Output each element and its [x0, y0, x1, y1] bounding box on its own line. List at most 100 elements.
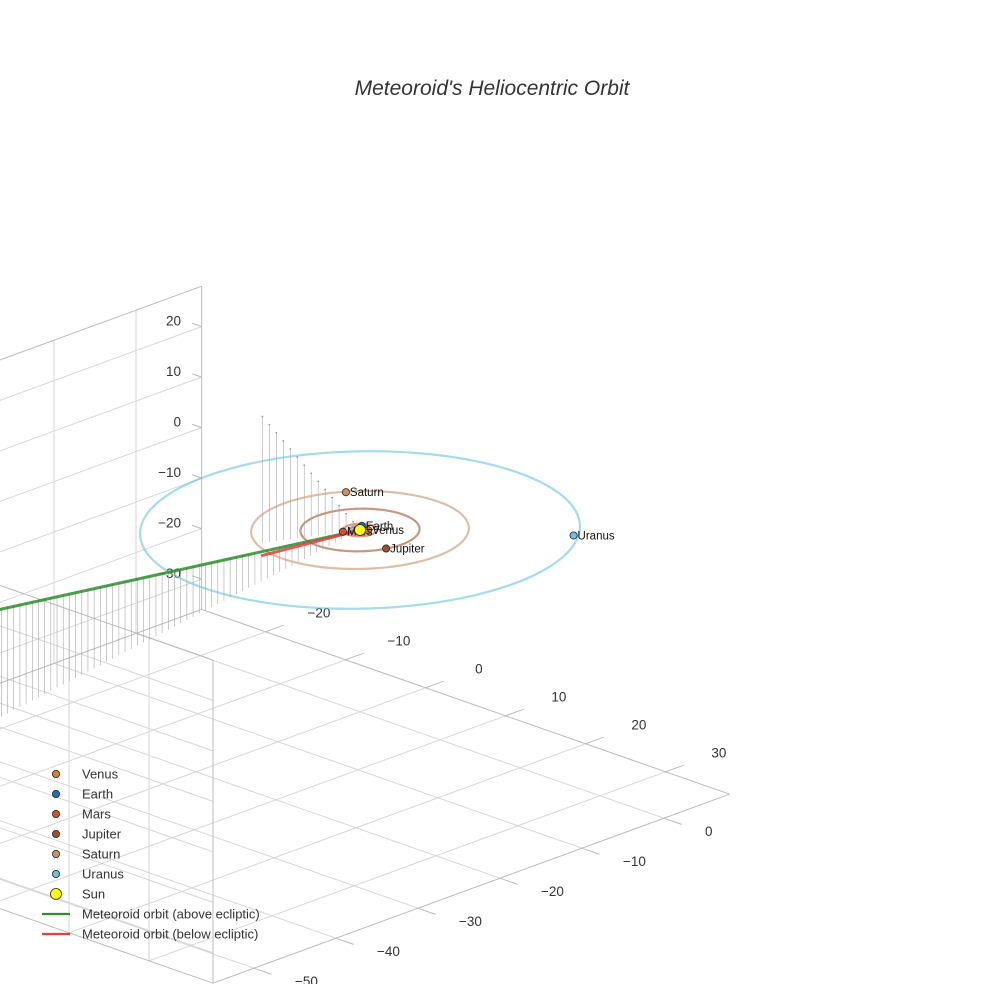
planet-marker-mars[interactable] — [338, 527, 347, 536]
wall-gridline-z — [0, 528, 202, 603]
floor-gridline-x — [0, 659, 346, 787]
planet-label-venus: Venus — [372, 525, 404, 537]
planet-label-jupiter: Jupiter — [390, 544, 425, 556]
floor-gridline-y — [0, 761, 419, 909]
plot-scene[interactable]: −20−100102030−50−40−30−20−100−30−20−1001… — [0, 285, 730, 984]
drop-line-tip — [296, 456, 299, 458]
planet-marker-jupiter[interactable] — [382, 544, 391, 553]
floor-gridline-x — [0, 715, 506, 902]
y-tick-label: −50 — [295, 974, 318, 984]
z-tick-label: −10 — [158, 465, 181, 480]
legend-item[interactable]: Uranus — [52, 867, 124, 882]
z-tick-label: 0 — [173, 414, 181, 429]
x-tick-mark — [585, 736, 604, 745]
floor-gridline-x — [148, 771, 666, 962]
axis-box-edge — [201, 608, 730, 795]
legend-item[interactable]: Earth — [52, 787, 113, 802]
legend-item[interactable]: Venus — [52, 767, 119, 782]
planet-marker-saturn[interactable] — [341, 488, 350, 497]
y-tick-mark — [581, 847, 600, 855]
y-tick-mark — [663, 817, 682, 825]
legend-item[interactable]: Meteoroid orbit (above ecliptic) — [42, 907, 260, 922]
drop-line-tip — [268, 423, 271, 426]
legend-marker-swatch — [52, 810, 61, 819]
legend-label: Mars — [82, 807, 111, 822]
legend-item[interactable]: Jupiter — [52, 827, 122, 842]
wall-gridline-z — [0, 776, 214, 853]
legend[interactable]: Venus Earth Mars Jupiter Saturn Uranus Sun Mete… — [42, 767, 260, 942]
floor-gridline-x — [68, 743, 586, 934]
x-tick-label: −10 — [387, 633, 410, 648]
drop-line-tip — [289, 448, 292, 450]
legend-marker-swatch — [52, 790, 61, 799]
meteoroid-orbit-line[interactable] — [0, 528, 362, 612]
legend-marker-swatch — [52, 830, 61, 839]
drop-line-tip — [317, 480, 320, 483]
legend-marker-swatch — [52, 870, 61, 879]
drop-line-tip — [331, 496, 334, 499]
legend-item[interactable]: Sun — [50, 887, 106, 902]
drop-line-tip — [275, 431, 278, 434]
drop-line-tip — [345, 512, 347, 515]
wall-gridline-z — [0, 427, 202, 502]
x-tick-mark — [665, 764, 684, 773]
planet-label-uranus: Uranus — [578, 530, 615, 542]
wall-gridline-z — [0, 827, 214, 903]
z-tick-label: 20 — [166, 313, 181, 328]
x-tick-mark — [265, 624, 284, 633]
legend-label: Sun — [82, 887, 105, 902]
drop-line-tip — [310, 472, 313, 475]
y-tick-label: −20 — [541, 884, 564, 899]
drop-line-tip — [324, 488, 327, 491]
wall-gridline-z — [0, 675, 214, 752]
orbit-saturn — [250, 489, 470, 571]
x-tick-mark — [345, 652, 364, 661]
axis-box-edge — [0, 285, 202, 361]
x-tick-label: 30 — [711, 745, 726, 760]
wall-gridline-z — [0, 578, 202, 654]
z-tick-label: −20 — [158, 515, 181, 530]
y-tick-mark — [335, 937, 354, 945]
drop-line-tip — [352, 520, 354, 523]
drop-line-tip — [303, 464, 306, 467]
wall-gridline-z — [0, 477, 202, 553]
z-tick-mark — [191, 423, 202, 429]
legend-item[interactable]: Meteoroid orbit (below ecliptic) — [42, 927, 258, 942]
x-tick-mark — [505, 708, 524, 717]
drop-line-tip — [338, 504, 340, 507]
planet-marker-uranus[interactable] — [569, 531, 578, 540]
wall-gridline-z — [0, 326, 202, 401]
x-tick-mark — [425, 680, 444, 689]
floor-gridline-y — [135, 632, 665, 819]
floor-gridline-y — [0, 702, 501, 879]
wall-gridline-z — [0, 877, 214, 954]
planet-label-saturn: Saturn — [350, 487, 384, 499]
drop-line-tip — [282, 439, 285, 442]
legend-label: Venus — [82, 767, 119, 782]
floor-gridline-x — [0, 631, 266, 730]
y-tick-mark — [253, 967, 272, 975]
legend-marker-swatch — [52, 850, 61, 859]
y-tick-mark — [499, 877, 518, 885]
floor-gridline-y — [0, 820, 337, 939]
legend-item[interactable]: Saturn — [52, 847, 120, 862]
axis-box-edge — [212, 793, 730, 984]
legend-label: Earth — [82, 787, 113, 802]
orbit-uranus — [138, 450, 582, 610]
sun-marker[interactable] — [354, 524, 366, 536]
legend-item[interactable]: Mars — [52, 807, 111, 822]
legend-label: Saturn — [82, 847, 120, 862]
legend-marker-swatch — [50, 888, 62, 900]
wall-gridline-z — [0, 376, 202, 452]
z-tick-mark — [191, 575, 202, 580]
x-tick-label: 10 — [551, 689, 566, 704]
y-tick-label: −10 — [623, 854, 646, 869]
legend-label: Meteoroid orbit (above ecliptic) — [82, 907, 260, 922]
legend-label: Jupiter — [82, 827, 122, 842]
wall-gridline-z — [0, 726, 214, 802]
planet-label-earth: Earth — [366, 521, 394, 533]
z-tick-label: 10 — [166, 364, 181, 379]
wall-gridline-z — [0, 625, 214, 701]
legend-label: Meteoroid orbit (below ecliptic) — [82, 927, 258, 942]
